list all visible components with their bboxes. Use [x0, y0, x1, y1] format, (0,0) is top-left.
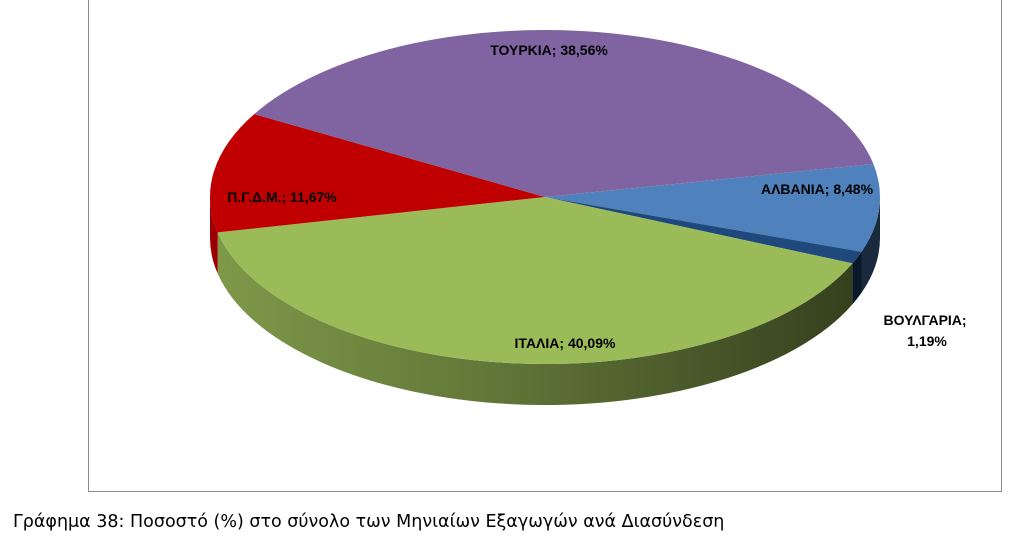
- label-albania: ΑΛΒΑΝΙΑ; 8,48%: [761, 181, 874, 197]
- label-bulgaria-value: 1,19%: [907, 333, 947, 349]
- pie-slice-ιταλια: [217, 197, 853, 365]
- figure-caption: Γράφημα 38: Ποσοστό (%) στο σύνολο των Μ…: [13, 512, 725, 532]
- pie-slice-τουρκια: [254, 29, 874, 198]
- pie-slice-αλβανια: [545, 163, 881, 252]
- pie-slice-π-γ-δ-μ: [209, 114, 545, 233]
- pie-side-αλβανια: [861, 197, 880, 293]
- label-italia: ΙΤΑΛΙΑ; 40,09%: [515, 335, 616, 351]
- pie-chart: ΑΛΒΑΝΙΑ; 8,48% ΒΟΥΛΓΑΡΙΑ; 1,19% ΙΤΑΛΙΑ; …: [209, 29, 971, 406]
- label-tourkia: ΤΟΥΡΚΙΑ; 38,56%: [490, 42, 608, 58]
- pie-side-ιταλια: [217, 232, 853, 406]
- chart-area: ΑΛΒΑΝΙΑ; 8,48% ΒΟΥΛΓΑΡΙΑ; 1,19% ΙΤΑΛΙΑ; …: [88, 0, 1002, 492]
- label-pgdm: Π.Γ.Δ.Μ.; 11,67%: [227, 189, 337, 205]
- pie-slice-βουλγαρια: [545, 197, 862, 264]
- pie-side-βουλγαρια: [852, 251, 862, 305]
- pie-side-π-γ-δ-μ: [210, 197, 218, 274]
- label-bulgaria: ΒΟΥΛΓΑΡΙΑ; 1,19%: [884, 312, 971, 349]
- label-bulgaria-name: ΒΟΥΛΓΑΡΙΑ;: [884, 312, 967, 328]
